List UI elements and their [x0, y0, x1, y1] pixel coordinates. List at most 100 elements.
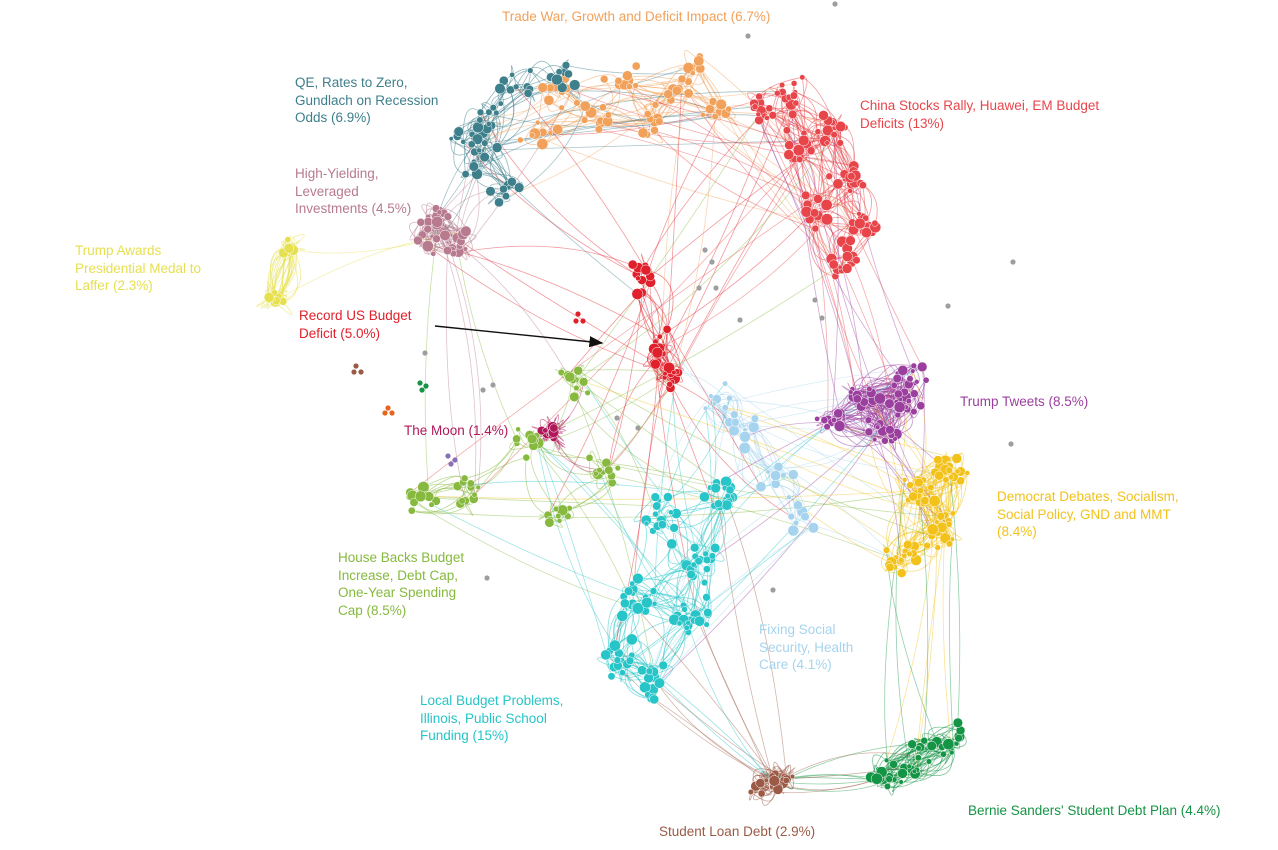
graph-edge	[600, 122, 804, 144]
graph-node	[784, 140, 795, 151]
graph-node	[585, 454, 594, 462]
graph-node	[629, 580, 636, 587]
graph-edge	[465, 84, 576, 250]
graph-node	[870, 772, 883, 785]
graph-edge	[783, 474, 812, 526]
graph-node	[898, 557, 905, 564]
graph-node	[619, 669, 626, 677]
graph-node	[910, 368, 916, 374]
graph-node	[452, 457, 458, 463]
graph-edge	[888, 752, 953, 783]
graph-node	[801, 190, 811, 200]
graph-node	[458, 497, 466, 505]
graph-node	[951, 453, 963, 464]
graph-node	[650, 126, 659, 135]
graph-node	[569, 79, 581, 91]
graph-edge	[282, 248, 298, 302]
graph-node	[485, 108, 493, 116]
graph-edge	[764, 115, 900, 408]
graph-node	[351, 369, 357, 375]
graph-node	[490, 382, 496, 388]
graph-edge	[710, 426, 878, 560]
graph-edge	[726, 500, 787, 780]
graph-node	[949, 510, 956, 517]
graph-edge	[498, 105, 586, 203]
graph-edge	[648, 274, 687, 566]
graph-edge	[650, 525, 812, 699]
graph-edge	[808, 218, 836, 277]
graph-node	[552, 506, 560, 513]
graph-node	[926, 740, 937, 752]
graph-node	[663, 89, 673, 99]
graph-node	[710, 482, 721, 494]
graph-node	[643, 110, 652, 118]
graph-edge	[532, 256, 853, 441]
graph-edge	[487, 188, 504, 205]
graph-node	[558, 104, 565, 111]
cluster-label-line: QE, Rates to Zero,	[295, 75, 408, 90]
graph-node	[933, 455, 943, 465]
graph-edge	[778, 466, 799, 498]
graph-node	[818, 110, 829, 121]
graph-edge	[641, 292, 668, 337]
cluster-label-house-budget: House Backs Budget Increase, Debt Cap, One…	[338, 549, 464, 619]
graph-edge	[577, 370, 933, 537]
cluster-label-line: Deficit (5.0%)	[299, 325, 381, 341]
graph-edge	[778, 431, 870, 468]
graph-node	[726, 394, 733, 402]
graph-edge	[716, 482, 774, 780]
graph-edge	[621, 619, 675, 661]
cluster-label-trump-tweets: Trump Tweets (8.5%)	[960, 393, 1088, 411]
graph-edge	[662, 93, 778, 354]
graph-edge	[753, 103, 922, 406]
graph-node	[632, 82, 639, 89]
graph-edge	[852, 394, 950, 525]
graph-node	[832, 1, 838, 7]
graph-node	[468, 161, 479, 172]
graph-edge	[942, 470, 953, 753]
graph-edge	[886, 528, 935, 761]
graph-edge	[920, 366, 925, 491]
graph-node	[864, 427, 874, 437]
graph-edge	[744, 447, 899, 561]
graph-node	[573, 365, 583, 376]
graph-node	[448, 461, 454, 467]
graph-node	[927, 483, 935, 492]
graph-node	[724, 493, 731, 500]
graph-node	[889, 759, 898, 769]
graph-node	[858, 181, 867, 190]
graph-node	[902, 477, 908, 483]
graph-node	[645, 667, 654, 675]
graph-edge	[611, 525, 812, 677]
graph-edge	[662, 81, 689, 347]
graph-node	[910, 362, 917, 369]
graph-edge	[887, 746, 943, 788]
graph-edge	[688, 93, 832, 260]
graph-node	[650, 492, 660, 502]
graph-node	[696, 285, 702, 291]
cluster-label-line: Odds (6.9%)	[295, 110, 371, 125]
graph-edge	[503, 68, 531, 87]
graph-node	[413, 235, 423, 246]
graph-edge	[431, 504, 696, 616]
graph-node	[649, 694, 660, 705]
graph-edge	[647, 111, 833, 123]
graph-node	[828, 259, 839, 270]
graph-node	[796, 155, 804, 163]
graph-node	[596, 467, 603, 474]
cluster-label-fixing-social: Fixing Social Security, Health Care (4.1%)	[759, 621, 853, 674]
graph-edge	[733, 397, 855, 426]
graph-node	[624, 586, 634, 596]
graph-node	[694, 615, 705, 627]
graph-node	[864, 416, 873, 424]
graph-edge	[805, 195, 855, 399]
graph-node	[651, 101, 660, 109]
graph-node	[382, 410, 388, 416]
graph-node	[757, 789, 766, 798]
cluster-label-line: Presidential Medal to	[75, 260, 202, 276]
graph-node	[739, 431, 751, 443]
graph-node	[593, 470, 599, 477]
graph-node	[856, 211, 862, 217]
graph-edge	[898, 499, 921, 504]
graph-node	[837, 264, 843, 270]
